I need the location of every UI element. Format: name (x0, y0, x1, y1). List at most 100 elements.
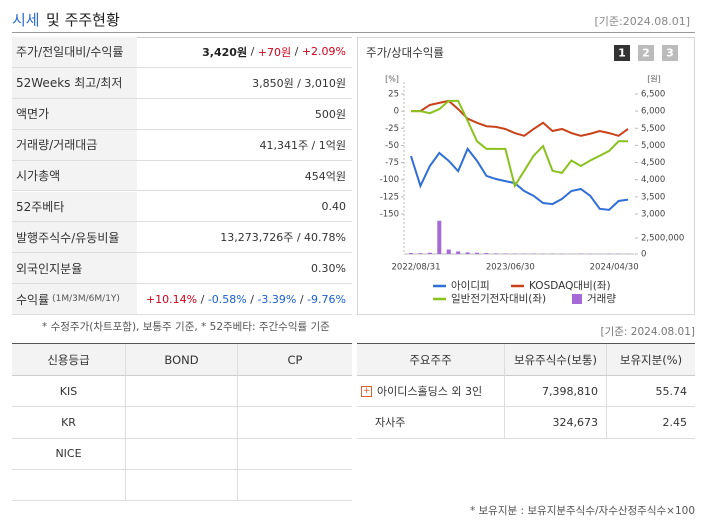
label: 액면가 (16, 107, 50, 122)
table-cell: NICE (12, 439, 125, 470)
table-cell (125, 407, 237, 439)
note: * 보유지분 : 보유지분주식수/자수산정주식수×100 (469, 505, 695, 517)
row-value: 454억원 (137, 161, 352, 192)
value-part: +70원 (257, 45, 292, 59)
volume-bar (427, 252, 432, 254)
y2-tick-label: 4,500 (641, 158, 665, 168)
volume-bar (418, 253, 423, 254)
y3-tick-label: 0 (641, 250, 646, 260)
row-label: 52Weeks 최고/최저 (12, 67, 137, 99)
y2-tick-label: 6,500 (641, 90, 665, 100)
page-button-label: 2 (642, 47, 650, 60)
value: 0.30% (311, 261, 346, 275)
page-button (614, 45, 630, 61)
volume-bar (456, 251, 461, 254)
value-part: +10.14% (145, 292, 198, 306)
row-label: 주가/전일대비/수익률 (12, 37, 137, 68)
volume-bar (465, 252, 470, 254)
table-cell (125, 376, 237, 408)
header: BOND (164, 352, 199, 367)
page-button-label: 3 (666, 47, 674, 60)
label: 수익률 (16, 292, 50, 307)
value-part: -3.39% (257, 292, 297, 306)
value: 41,341주 / 1억원 (259, 138, 346, 152)
table-value: 2.45 (662, 415, 688, 429)
separator: / (247, 45, 258, 59)
y2-axis-unit: [원] (647, 75, 661, 84)
label: 외국인지분율 (16, 261, 83, 276)
table-cell (237, 376, 352, 408)
table-cell: 7,398,810 (504, 376, 606, 408)
y3-tick-label: 2,500,000 (641, 234, 684, 244)
table-cell: KIS (12, 376, 125, 408)
x-tick-label: 2022/08/31 (392, 263, 441, 273)
table-cell (237, 407, 352, 439)
table-cell (237, 438, 352, 470)
y-tick-label: -50 (385, 141, 399, 151)
date: [기준: 2024.08.01] (600, 326, 695, 338)
value: 13,273,726주 / 40.78% (220, 231, 346, 245)
value: 3,850원 / 3,010원 (252, 76, 346, 90)
y-tick-label: 0 (394, 107, 399, 117)
row-value: 41,341주 / 1억원 (137, 130, 352, 161)
table-value: 324,673 (552, 415, 599, 429)
table-top-rule (12, 37, 352, 38)
header-cell: 신용등급 (12, 344, 125, 376)
table-cell (125, 469, 237, 502)
row-value: 3,850원 / 3,010원 (137, 68, 352, 99)
legend-label: KOSDAQ대비(좌) (529, 280, 611, 292)
label: 52Weeks 최고/최저 (16, 76, 123, 91)
y-tick-label: -100 (380, 175, 399, 185)
header: 보유주식수(보통) (513, 352, 598, 367)
volume-bar (484, 253, 489, 254)
y2-tick-label: 5,500 (641, 124, 665, 134)
label: 52주베타 (16, 199, 65, 214)
expand-icon: + (361, 385, 372, 397)
legend-label: 일반전기전자대비(좌) (451, 292, 546, 305)
label: 거래량/거래대금 (16, 138, 98, 153)
chart-title: 주가/상대수익률 (366, 46, 444, 60)
header: 주요주주 (409, 352, 452, 367)
header: CP (287, 352, 303, 367)
table-cell: + 아이디스홀딩스 외 3인 (357, 376, 504, 408)
row-value: 0.30% (137, 253, 352, 285)
y2-tick-label: 5,000 (641, 141, 665, 151)
chart: 주가/상대수익률 1 2 3 [%] [원] 25 0 -25 -50 -75 -100 -125 -15… (366, 45, 684, 305)
note: * 수정주가(차트포함), 보통주 기준, * 52주베타: 주간수익률 기준 (42, 321, 330, 333)
table-cell: 자사주 (357, 407, 504, 439)
value-part: 3,420원 (202, 45, 248, 59)
table-value: 55.74 (655, 384, 688, 398)
table-value: 아이디스홀딩스 외 3인 (377, 385, 483, 399)
row-label: 외국인지분율 (12, 253, 137, 285)
label: 발행주식수/유동비율 (16, 230, 120, 245)
sublabel: (1M/3M/6M/1Y) (52, 294, 120, 305)
row-label: 거래량/거래대금 (12, 129, 137, 161)
x-tick-label: 2024/04/30 (590, 263, 639, 273)
series-line (410, 146, 629, 211)
table-cell (125, 438, 237, 470)
y2-tick-label: 3,000 (641, 210, 665, 220)
header: 보유지분(%) (619, 352, 683, 367)
row-value: 3,420원 / +70원 / +2.09% (137, 37, 352, 68)
table-value: 7,398,810 (542, 384, 598, 398)
header-cell: 주요주주 (357, 344, 504, 376)
row-label: 52주베타 (12, 191, 137, 223)
row-value: 500원 (137, 99, 352, 130)
row-value: +10.14% / -0.58% / -3.39% / -9.76% (137, 284, 352, 316)
table-cell (12, 470, 125, 502)
agency: KIS (59, 384, 78, 398)
y2-tick-label: 4,000 (641, 175, 665, 185)
row-label: 시가총액 (12, 160, 137, 192)
volume-bar (493, 253, 498, 254)
y-tick-label: -125 (380, 192, 399, 202)
date: [기준:2024.08.01] (594, 15, 690, 28)
header-cell: 보유지분(%) (606, 344, 695, 376)
y-axis-unit: [%] (385, 75, 399, 84)
row-value: 0.40 (137, 192, 352, 223)
header-cell: 보유주식수(보통) (504, 344, 606, 376)
agency: NICE (55, 447, 82, 461)
separator: / (296, 292, 308, 306)
series-line (411, 99, 628, 189)
table-value: 자사주 (375, 416, 406, 430)
